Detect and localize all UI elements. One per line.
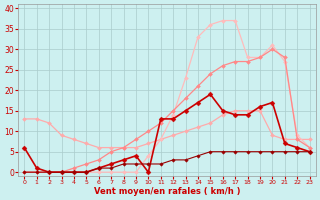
X-axis label: Vent moyen/en rafales ( km/h ): Vent moyen/en rafales ( km/h ) xyxy=(94,187,240,196)
